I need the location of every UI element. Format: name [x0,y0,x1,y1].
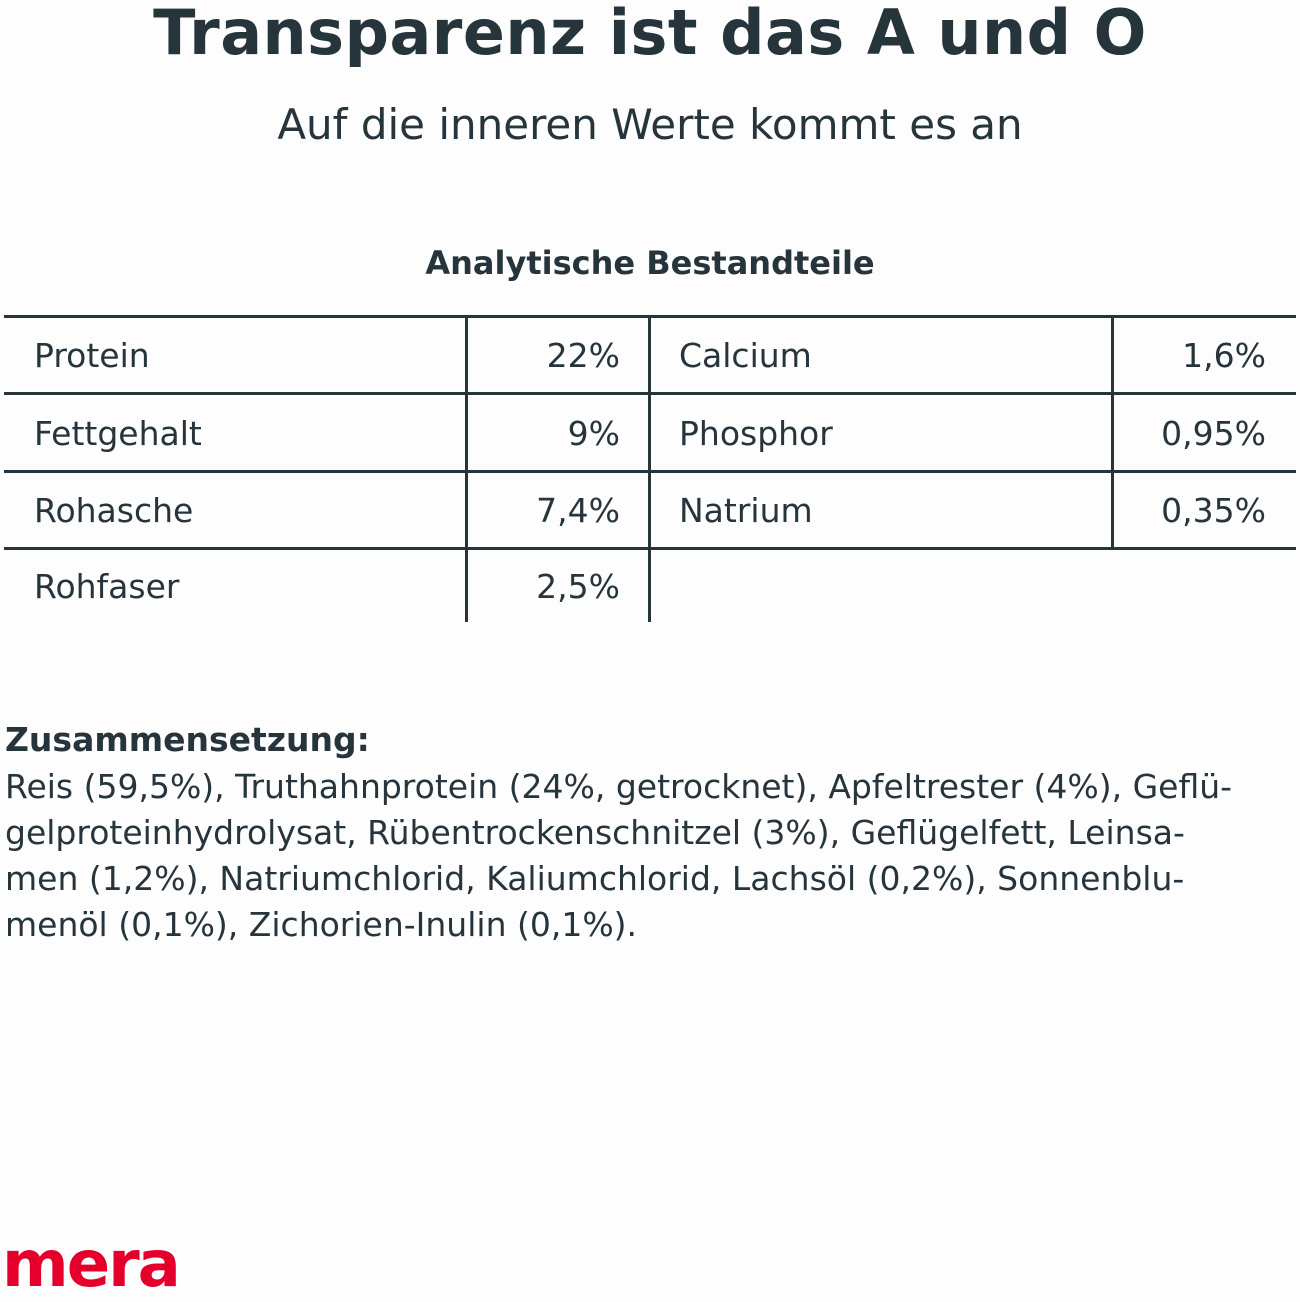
mera-logo: mera [2,1228,181,1302]
table-divider [1111,317,1114,549]
nutrient-name: Protein [34,336,150,375]
nutrient-value: 7,4% [536,491,620,530]
nutrient-value: 1,6% [1182,336,1266,375]
table-divider [648,317,651,622]
nutrient-name: Calcium [679,336,812,375]
table-divider [465,317,468,622]
composition-line: menöl (0,1%), Zichorien-Inulin (0,1%). [5,905,638,944]
composition-heading: Zusammensetzung: [5,720,370,759]
nutrient-value: 2,5% [536,567,620,606]
composition-line: men (1,2%), Natriumchlorid, Kaliumchlori… [5,859,1185,898]
composition-line: gelproteinhydrolysat, Rübentrockenschnit… [5,813,1185,852]
nutrient-value: 22% [546,336,620,375]
table-heading: Analytische Bestandteile [425,244,875,282]
nutrient-value: 0,35% [1161,491,1266,530]
composition-line: Reis (59,5%), Truthahnprotein (24%, getr… [5,767,1233,806]
nutrient-name: Phosphor [679,414,833,453]
nutrient-value: 9% [567,414,620,453]
nutrient-value: 0,95% [1161,414,1266,453]
nutrient-name: Rohfaser [34,567,180,606]
page-subtitle: Auf die inneren Werte kommt es an [277,100,1023,149]
nutrient-name: Fettgehalt [34,414,202,453]
nutrient-name: Rohasche [34,491,194,530]
nutrient-name: Natrium [679,491,813,530]
page-title: Transparenz ist das A und O [153,0,1147,69]
table-divider [4,315,1296,318]
